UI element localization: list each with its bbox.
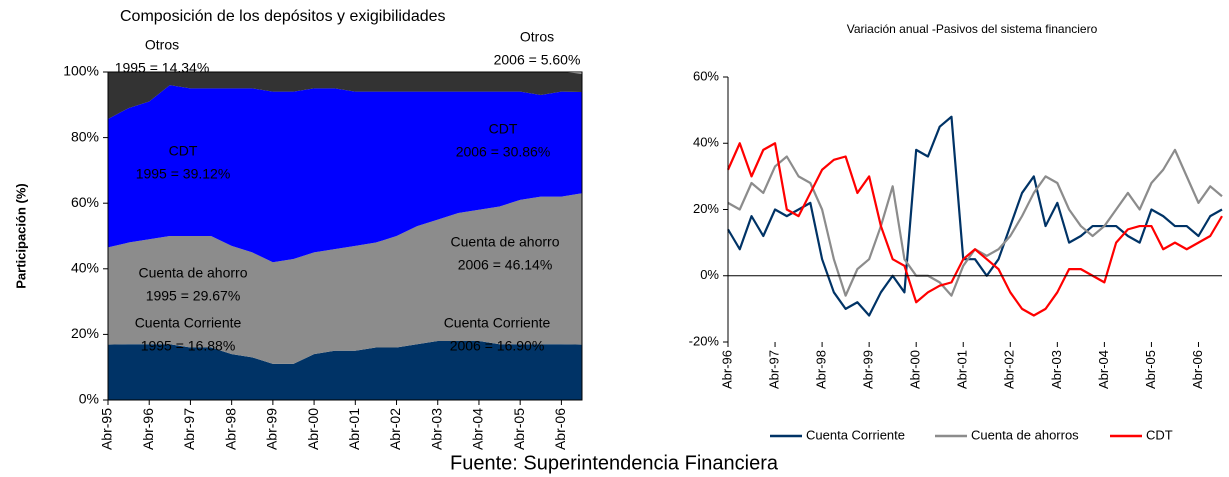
y-tick-label: 40%: [71, 260, 99, 276]
y-tick-label: 80%: [71, 128, 99, 144]
area-0: [108, 340, 582, 400]
x-tick-label: Abr-00: [908, 350, 923, 389]
y-tick-label: -20%: [689, 333, 720, 348]
y-tick-label: 0%: [79, 391, 99, 407]
x-tick-label: Abr-98: [222, 408, 238, 450]
x-tick-label: Abr-03: [1049, 350, 1064, 389]
x-tick-label: Abr-03: [428, 408, 444, 450]
x-tick-label: Abr-99: [264, 408, 280, 450]
line-2: [726, 142, 1223, 317]
series-label: Otros: [520, 29, 554, 45]
source-note: Fuente: Superintendencia Financiera: [450, 452, 779, 474]
series-label: CDT: [489, 121, 518, 137]
x-tick-label: Abr-97: [181, 408, 197, 450]
y-tick-label: 20%: [693, 201, 719, 216]
line-0: [727, 115, 1223, 317]
x-tick-label: Abr-99: [861, 350, 876, 389]
annotation: 1995 = 39.12%: [136, 166, 231, 182]
series-label: Cuenta de ahorro: [139, 265, 248, 281]
annotation: 1995 = 16.88%: [141, 338, 236, 354]
x-tick-label: Abr-05: [1143, 350, 1158, 389]
annotation: 2006 = 46.14%: [458, 257, 553, 273]
series-label: Cuenta Corriente: [444, 315, 551, 331]
annotation: 2006 = 5.60%: [494, 52, 581, 68]
x-tick-label: Abr-98: [814, 350, 829, 389]
legend-label: Cuenta Corriente: [806, 427, 905, 442]
x-tick-label: Abr-06: [552, 408, 568, 450]
x-tick-label: Abr-01: [346, 408, 362, 450]
x-tick-label: Abr-02: [387, 408, 403, 450]
series-label: CDT: [169, 143, 198, 159]
x-tick-label: Abr-01: [955, 350, 970, 389]
series-label: Otros: [145, 37, 179, 53]
y-tick-label: 20%: [71, 325, 99, 341]
chart-title: Variación anual -Pasivos del sistema fin…: [847, 22, 1098, 36]
area-3: [108, 71, 582, 120]
annotation: 2006 = 16.90%: [450, 338, 545, 354]
x-tick-label: Abr-02: [1002, 350, 1017, 389]
legend-label: Cuenta de ahorros: [971, 427, 1079, 442]
area-1: [108, 193, 582, 364]
y-tick-label: 0%: [700, 267, 719, 282]
annotation: 1995 = 14.34%: [115, 60, 210, 76]
series-label: Cuenta Corriente: [135, 315, 242, 331]
x-tick-label: Abr-05: [511, 408, 527, 450]
y-axis-label: Participación (%): [13, 183, 28, 288]
x-tick-label: Abr-04: [1096, 350, 1111, 389]
legend-label: CDT: [1146, 427, 1173, 442]
line-1: [727, 148, 1223, 297]
annotation: 1995 = 29.67%: [146, 288, 241, 304]
x-tick-label: Abr-00: [305, 408, 321, 450]
x-tick-label: Abr-06: [1190, 350, 1205, 389]
chart-title: Composición de los depósitos y exigibili…: [120, 8, 446, 25]
area-2: [108, 85, 582, 263]
y-tick-label: 60%: [693, 68, 719, 83]
x-tick-label: Abr-95: [99, 408, 115, 450]
x-tick-label: Abr-04: [470, 408, 486, 450]
series-label: Cuenta de ahorro: [451, 234, 560, 250]
y-tick-label: 60%: [71, 194, 99, 210]
y-tick-label: 100%: [63, 63, 99, 79]
x-tick-label: Abr-96: [140, 408, 156, 450]
plot-frame: [107, 71, 583, 401]
x-tick-label: Abr-96: [719, 350, 734, 389]
x-tick-label: Abr-97: [766, 350, 781, 389]
annotation: 2006 = 30.86%: [456, 144, 551, 160]
y-tick-label: 40%: [693, 135, 719, 150]
